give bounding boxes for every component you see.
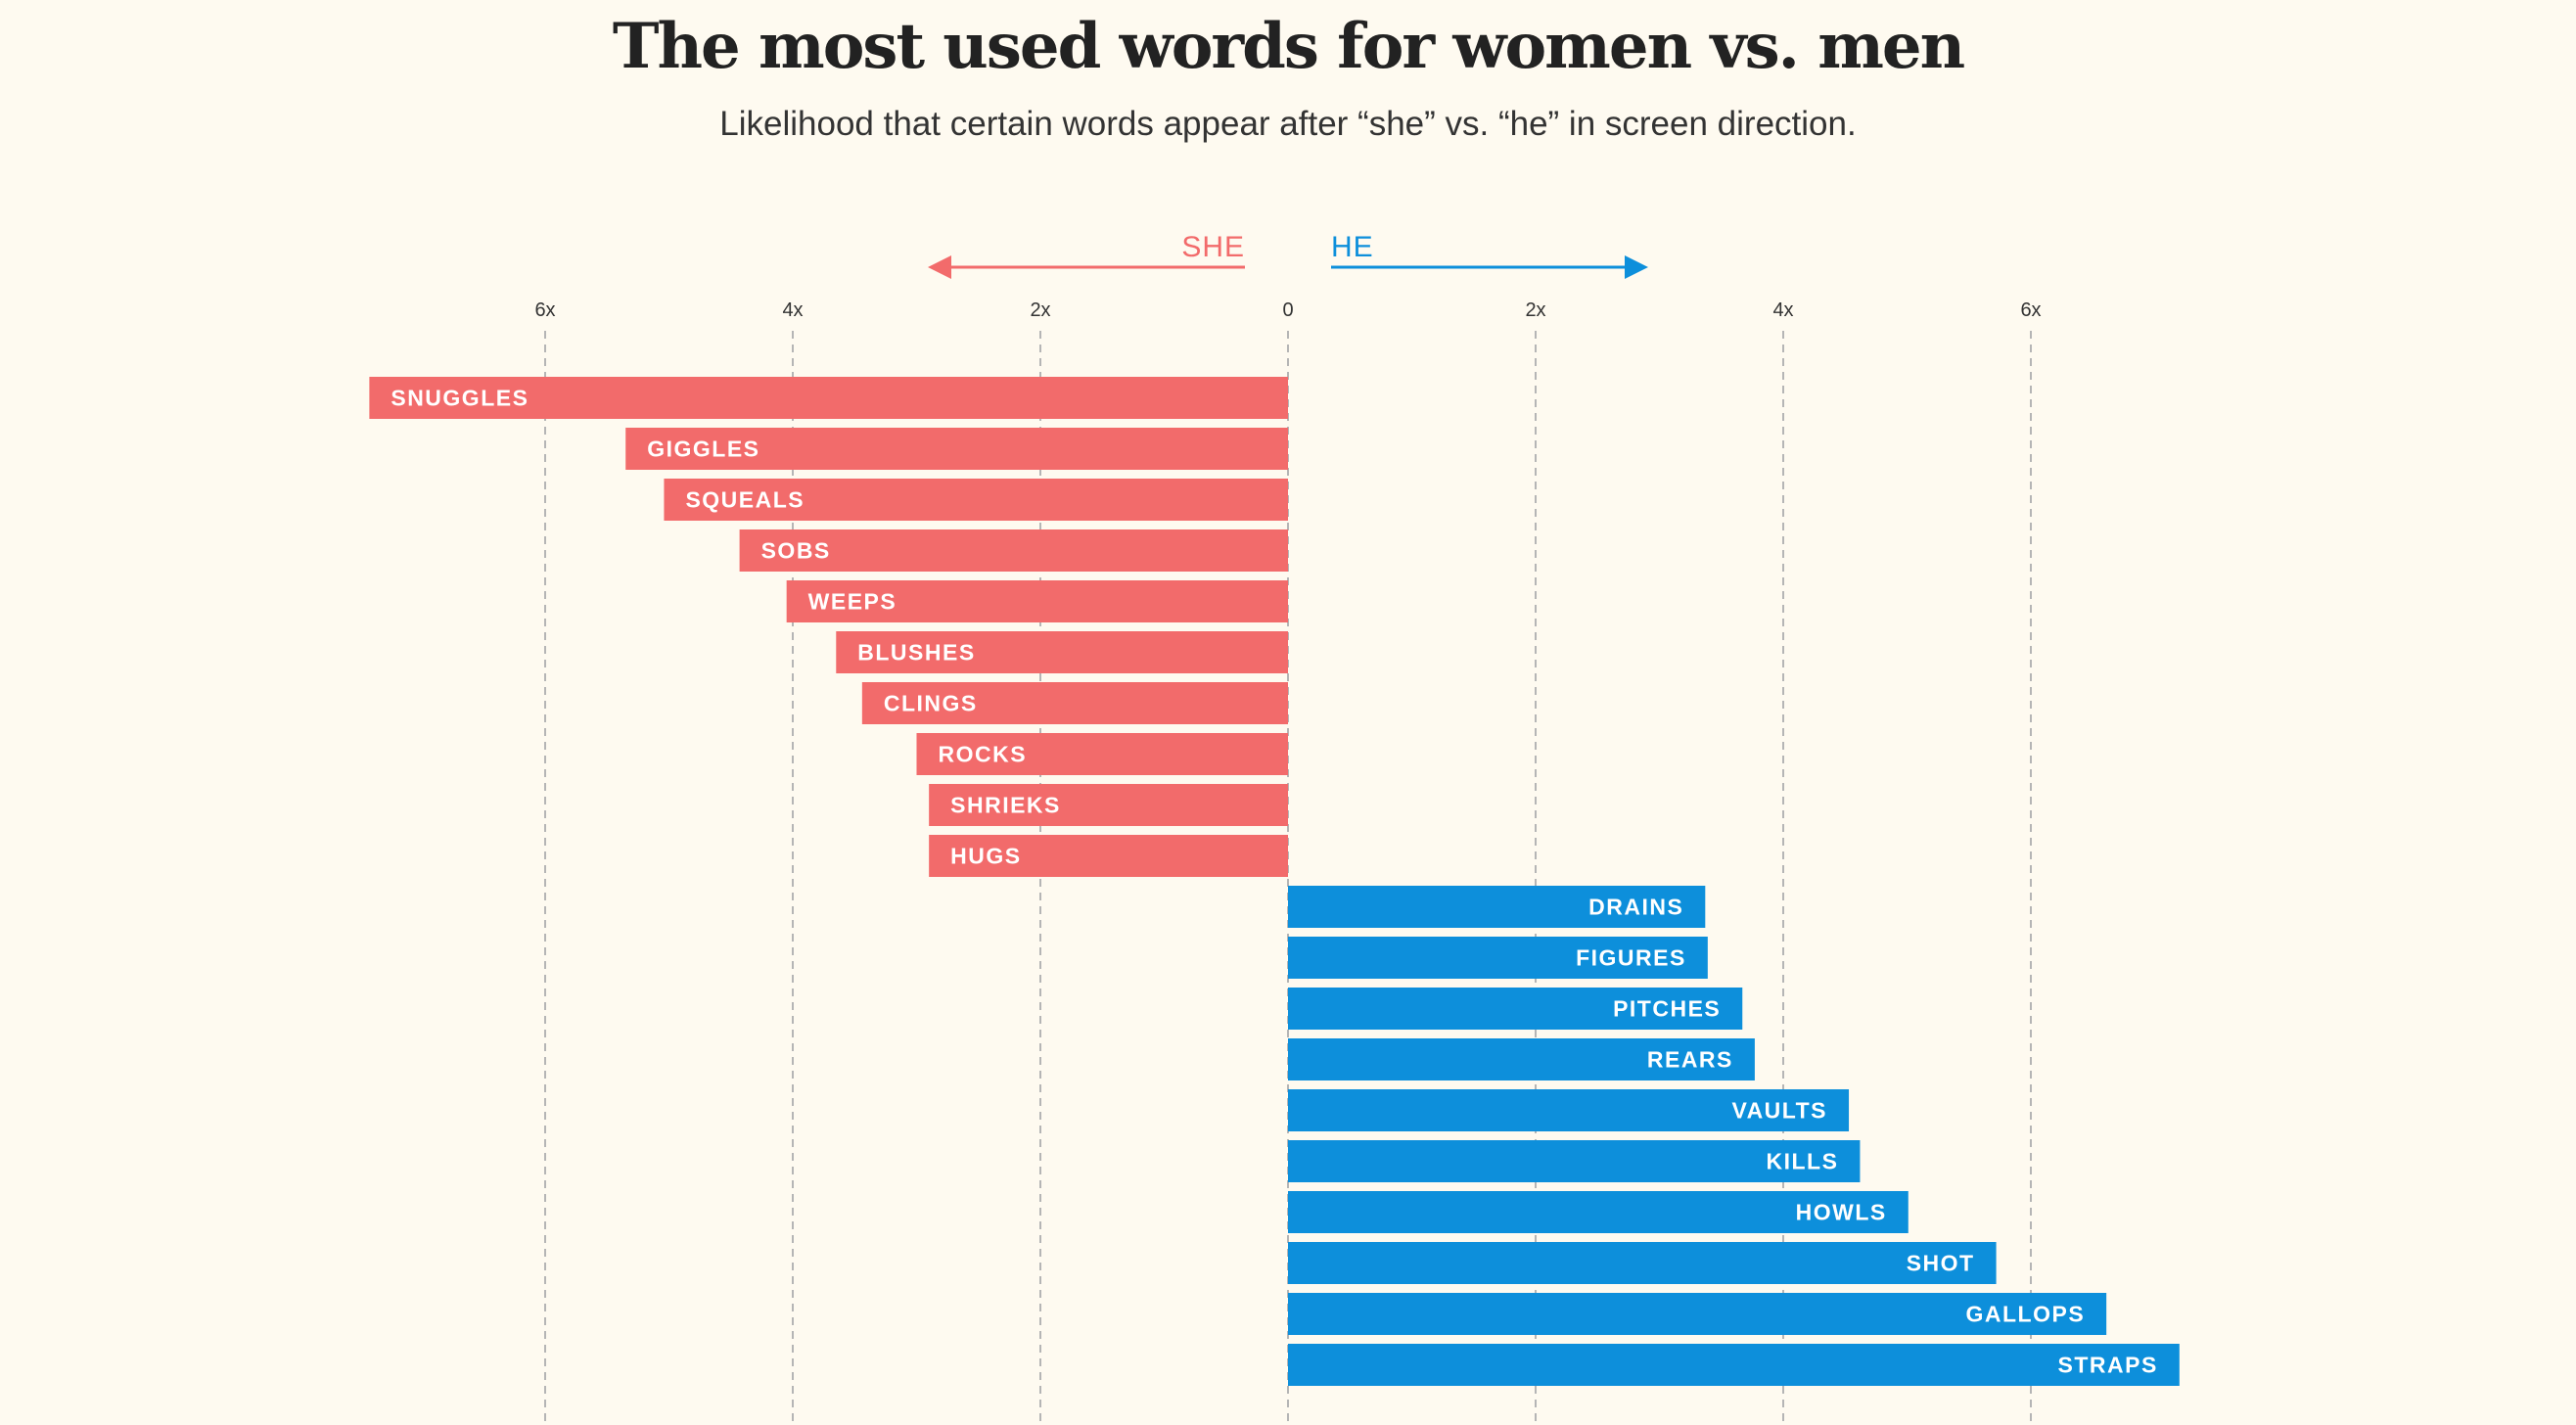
tick-label: 6x (534, 299, 555, 321)
tick-label: 2x (1030, 299, 1050, 321)
bar-shot (1288, 1242, 1997, 1284)
bar-weeps (786, 580, 1288, 622)
bar-squeals (664, 479, 1288, 521)
bar-label-giggles: GIGGLES (647, 437, 759, 462)
bar-sobs (739, 529, 1288, 572)
bar-shrieks (929, 784, 1288, 826)
bar-hugs (929, 835, 1288, 877)
tick-label: 2x (1525, 299, 1545, 321)
bars: SNUGGLES GIGGLES SQUEALS SOBS WEEPS BLUSHES CL… (369, 377, 2180, 1386)
bar-label-drains: DRAINS (1588, 895, 1683, 920)
bar-label-pitches: PITCHES (1613, 996, 1721, 1022)
bar-label-sobs: SOBS (761, 538, 831, 564)
she-arrow-head (928, 255, 951, 279)
bar-label-clings: CLINGS (884, 691, 978, 716)
bar-vaults (1288, 1089, 1850, 1131)
chart-subtitle: Likelihood that certain words appear aft… (719, 105, 1857, 143)
she-direction-label: SHE (1181, 231, 1245, 263)
bar-label-shot: SHOT (1907, 1251, 1975, 1276)
bar-label-figures: FIGURES (1576, 945, 1686, 971)
bar-label-vaults: VAULTS (1731, 1098, 1827, 1124)
bar-howls (1288, 1191, 1909, 1233)
bar-label-hugs: HUGS (950, 844, 1021, 869)
bar-pitches (1288, 988, 1743, 1030)
bar-rears (1288, 1038, 1755, 1080)
bar-straps (1288, 1344, 2180, 1386)
bar-label-shrieks: SHRIEKS (950, 793, 1061, 818)
he-arrow-head (1625, 255, 1648, 279)
bar-label-rocks: ROCKS (939, 742, 1028, 767)
bar-snuggles (369, 377, 1288, 419)
bar-label-squeals: SQUEALS (685, 487, 805, 513)
tick-label: 0 (1282, 299, 1293, 321)
tick-label: 4x (1772, 299, 1793, 321)
bar-blushes (836, 631, 1288, 673)
bar-gallops (1288, 1293, 2107, 1335)
bar-rocks (916, 733, 1288, 775)
bar-kills (1288, 1140, 1861, 1182)
bar-label-snuggles: SNUGGLES (391, 386, 529, 411)
bar-label-straps: STRAPS (2058, 1353, 2158, 1378)
bar-label-kills: KILLS (1766, 1149, 1838, 1174)
tick-label: 6x (2020, 299, 2041, 321)
bar-label-howls: HOWLS (1796, 1200, 1887, 1225)
he-direction-label: HE (1331, 231, 1374, 263)
bar-giggles (625, 428, 1288, 470)
bar-label-gallops: GALLOPS (1965, 1302, 2085, 1327)
bar-clings (861, 682, 1288, 724)
direction-indicator: SHE HE (928, 231, 1648, 279)
bar-figures (1288, 937, 1708, 979)
bar-label-blushes: BLUSHES (857, 640, 975, 666)
tick-label: 4x (782, 299, 803, 321)
chart-title: The most used words for women vs. men (612, 10, 1965, 83)
axis-tick-labels: 6x 4x 2x 0 2x 4x 6x (534, 299, 2041, 321)
bar-drains (1288, 886, 1706, 928)
bar-label-weeps: WEEPS (808, 589, 897, 615)
bar-label-rears: REARS (1647, 1047, 1733, 1073)
